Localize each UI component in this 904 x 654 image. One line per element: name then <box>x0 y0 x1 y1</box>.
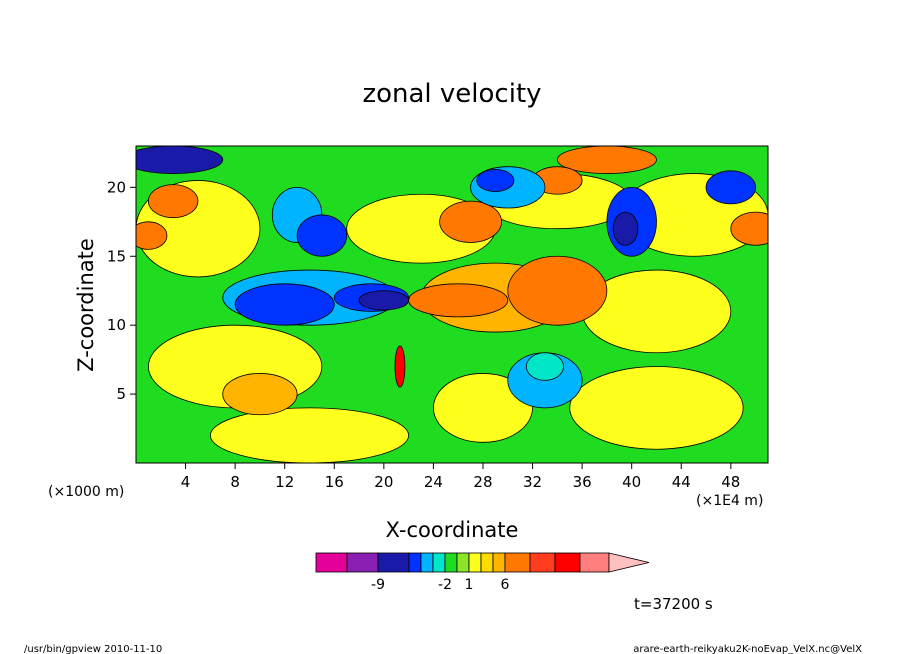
x-tick-label: 12 <box>275 473 294 491</box>
field-region-33 <box>394 345 406 388</box>
field-region-9 <box>222 373 298 416</box>
field-region-1 <box>209 407 409 463</box>
colorbar-cell-6 <box>444 552 458 573</box>
x-tick-label: 24 <box>424 473 443 491</box>
colorbar-tick-label: 1 <box>465 577 474 593</box>
colorbar-cell-3 <box>408 552 422 573</box>
time-label: t=37200 s <box>634 595 713 613</box>
field-region-14 <box>147 184 199 219</box>
x-tick-label: 32 <box>523 473 542 491</box>
field-region-26 <box>296 214 348 257</box>
field-region-15 <box>136 221 168 250</box>
y-axis-ticks: 5 10 15 20 <box>107 178 136 403</box>
x-tick-label: 8 <box>230 473 240 491</box>
field-region-2 <box>433 373 533 443</box>
x-unit-label: (×1000 m) <box>48 484 124 500</box>
colorbar-cell-12 <box>529 552 556 573</box>
x-tick-label: 28 <box>473 473 492 491</box>
chart-title: zonal velocity <box>362 79 541 109</box>
field-region-16 <box>730 211 768 246</box>
plot-area <box>136 146 768 463</box>
colorbar-tick-label: -2 <box>438 577 452 593</box>
footer-left: /usr/bin/gpview 2010-11-10 <box>24 644 162 654</box>
field-region-12 <box>408 283 509 318</box>
y-tick-label: 15 <box>107 247 126 265</box>
field-region-22 <box>358 290 410 311</box>
field-region-24 <box>525 352 564 381</box>
colorbar-tick-label: 6 <box>501 577 510 593</box>
colorbar-cell-13 <box>554 552 581 573</box>
field-region-20 <box>234 283 335 326</box>
plot-frame <box>135 145 769 464</box>
colorbar-cell-8 <box>468 552 482 573</box>
field-region-13 <box>439 200 502 243</box>
field-region-28 <box>612 211 639 246</box>
y-tick-label: 5 <box>116 385 126 403</box>
x-tick-label: 40 <box>622 473 641 491</box>
x-tick-label: 48 <box>721 473 740 491</box>
colorbar-cell-11 <box>504 552 531 573</box>
y-tick-label: 10 <box>107 316 126 334</box>
field-region-32 <box>476 169 515 192</box>
x-tick-label: 16 <box>325 473 344 491</box>
field-regions <box>136 146 768 463</box>
field-region-11 <box>507 255 608 326</box>
colorbar-tick-label: -9 <box>371 577 385 593</box>
colorbar-cell-5 <box>432 552 446 573</box>
field-region-29 <box>705 170 757 205</box>
y-tick-label: 20 <box>107 178 126 196</box>
colorbar-cell-9 <box>480 552 494 573</box>
footer-right: arare-earth-reikyaku2K-noEvap_VelX.nc@Ve… <box>633 644 862 654</box>
x-tick-label: 44 <box>672 473 691 491</box>
colorbar-cell-7 <box>456 552 470 573</box>
y-axis-label: Z-coordinate <box>74 238 98 372</box>
colorbar-cell-0 <box>315 552 348 573</box>
colorbar-cell-4 <box>420 552 434 573</box>
x-tick-label: 36 <box>573 473 592 491</box>
colorbar-cell-10 <box>492 552 506 573</box>
colorbar-cell-2 <box>377 552 410 573</box>
field-region-17 <box>556 146 657 174</box>
colorbar-ticks: -9 -2 1 6 <box>371 577 510 593</box>
x-tick-label: 20 <box>374 473 393 491</box>
x-axis-ticks: 4 8 12 16 20 24 28 32 36 40 44 48 <box>181 463 740 491</box>
colorbar-extend-arrow <box>608 552 650 573</box>
field-region-30 <box>136 146 224 174</box>
x-axis-label: X-coordinate <box>386 518 519 542</box>
colorbar <box>315 552 650 573</box>
field-region-3 <box>569 366 744 450</box>
colorbar-cell-14 <box>579 552 610 573</box>
x-scale-label: (×1E4 m) <box>696 493 763 509</box>
x-tick-label: 4 <box>181 473 191 491</box>
colorbar-cell-1 <box>346 552 379 573</box>
